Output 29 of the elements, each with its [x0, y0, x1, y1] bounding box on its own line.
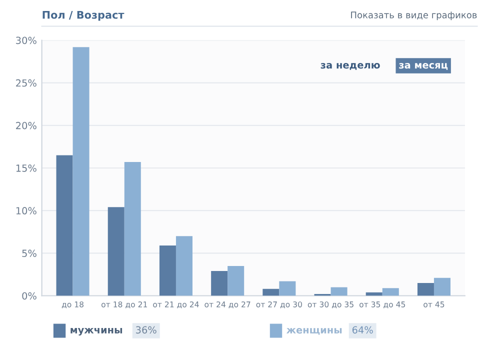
- legend-label: женщины: [286, 328, 342, 335]
- y-tick-label: 15%: [16, 164, 36, 172]
- bar: [434, 278, 450, 296]
- legend-label: мужчины: [70, 328, 122, 336]
- bar: [211, 271, 228, 296]
- y-tick-label: 30%: [16, 36, 36, 44]
- bar: [124, 162, 141, 296]
- bar: [382, 288, 399, 296]
- text: 36%: [136, 326, 156, 334]
- bar: [279, 281, 296, 296]
- y-tick-label: 10%: [16, 207, 36, 214]
- bar: [417, 282, 434, 296]
- text: 64%: [352, 326, 373, 334]
- annotation: за месяц: [399, 63, 448, 70]
- bar: [330, 287, 348, 296]
- chart-title: Пол / Возраст: [42, 11, 124, 21]
- annotation: за неделю: [320, 63, 380, 70]
- text: Показать в виде графиков: [351, 12, 477, 20]
- bar: [72, 47, 90, 296]
- y-tick-label: 20%: [16, 122, 36, 130]
- bar: [228, 266, 244, 296]
- bar: [56, 155, 73, 296]
- y-tick-label: 0%: [22, 292, 36, 300]
- y-tick-label: 5%: [22, 250, 36, 257]
- bar: [108, 207, 124, 296]
- bar: [159, 246, 176, 296]
- bar: [176, 236, 192, 296]
- bar: [262, 288, 280, 296]
- y-tick-label: 25%: [16, 79, 36, 87]
